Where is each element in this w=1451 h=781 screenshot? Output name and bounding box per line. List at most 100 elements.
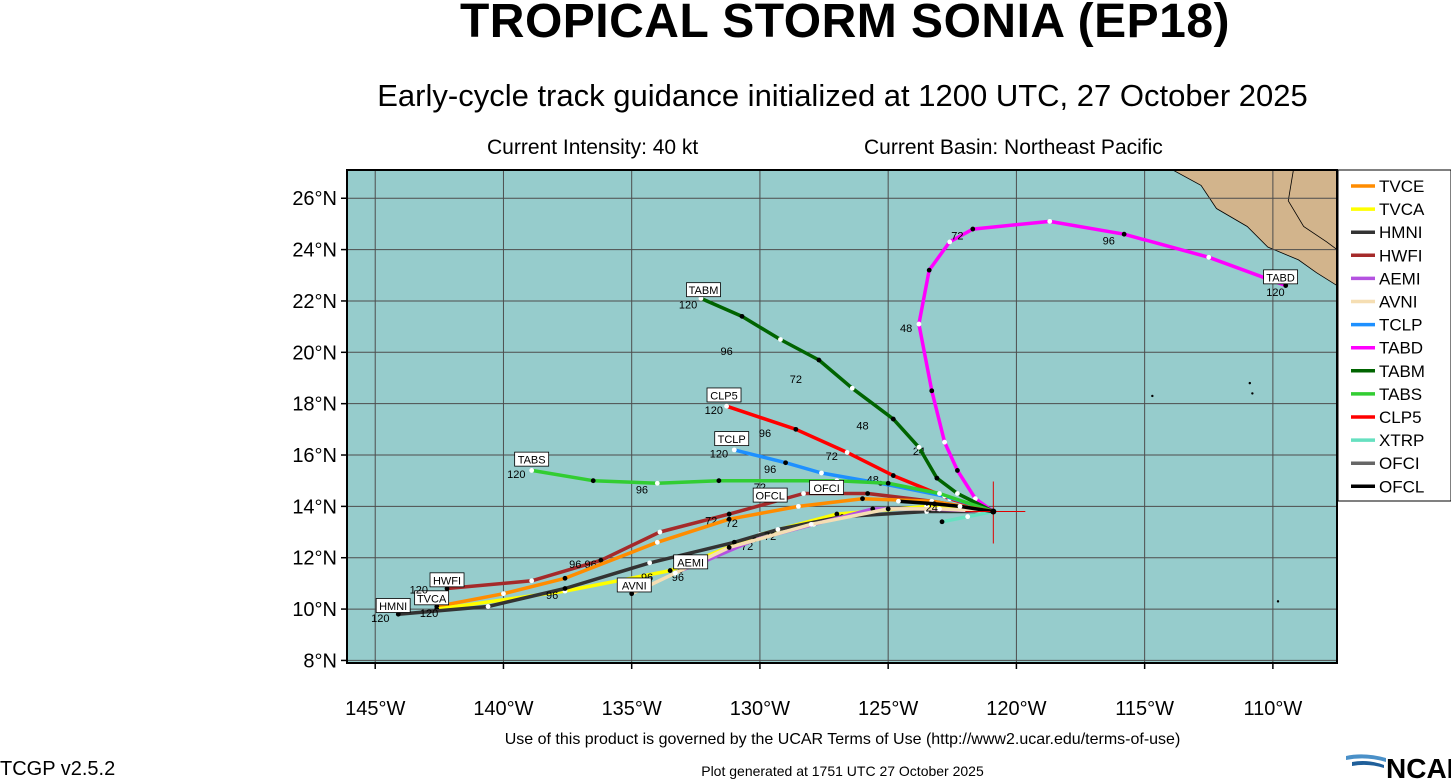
guidance-subtitle: Early-cycle track guidance initialized a…	[377, 78, 1308, 113]
longitude-label: 135°W	[602, 698, 662, 720]
track-point-tvca	[834, 511, 840, 517]
track-point-clp5	[890, 473, 896, 478]
track-point-tvca	[667, 568, 673, 573]
track-point-tabs	[885, 480, 891, 486]
track-point-hwfi	[657, 529, 663, 535]
end-hour-label: 120	[410, 585, 428, 597]
track-point-tabs	[529, 468, 535, 473]
storm-title: TROPICAL STORM SONIA (EP18)	[459, 0, 1231, 48]
legend-label-tvce: TVCE	[1379, 177, 1424, 196]
track-point-hmni	[647, 560, 653, 566]
track-point-avni	[672, 570, 678, 576]
end-hour-label: 120	[1266, 287, 1284, 299]
model-name-label: TABM	[689, 285, 719, 297]
ncar-swoosh-icon-2	[1352, 761, 1384, 768]
model-name-label: TABS	[518, 455, 546, 467]
track-point-tvce	[654, 539, 660, 545]
latitude-label: 18°N	[292, 394, 337, 416]
legend-label-tabs: TABS	[1379, 385, 1422, 404]
legend-label-ofci: OFCI	[1379, 454, 1420, 473]
track-point-avni	[726, 545, 732, 550]
model-name-box	[752, 487, 788, 503]
track-point-clp5	[844, 450, 850, 455]
track-point-hwfi	[726, 511, 732, 517]
ncar-logo: NCAR	[1346, 753, 1451, 780]
longitude-label: 140°W	[473, 698, 533, 720]
model-name-box	[429, 572, 465, 588]
track-point-tvce	[795, 503, 801, 509]
end-hour-label: 120	[371, 613, 389, 625]
longitude-label: 130°W	[730, 698, 790, 720]
current-basin: Current Basin: Northeast Pacific	[864, 136, 1163, 159]
track-point-tclp	[783, 460, 788, 466]
track-point-tabm	[739, 313, 745, 319]
track-point-ofcl	[957, 503, 963, 509]
track-point-avni	[629, 591, 635, 597]
track-point-ofcl	[896, 498, 901, 504]
legend-label-tvca: TVCA	[1379, 200, 1425, 219]
track-point-tvce	[562, 575, 568, 581]
model-name-box	[414, 590, 450, 606]
ncar-swoosh-icon	[1346, 754, 1386, 762]
legend-label-clp5: CLP5	[1379, 408, 1422, 427]
island-1	[1251, 392, 1254, 395]
forecast-hour-label: 48	[856, 420, 868, 432]
track-point-tabd	[916, 321, 922, 327]
model-name-box	[673, 554, 709, 570]
version-label: TCGP v2.5.2	[0, 758, 116, 780]
latitude-label: 26°N	[292, 188, 337, 210]
forecast-hour-label: 96	[569, 559, 581, 571]
track-point-clp5	[793, 426, 799, 432]
track-point-xtrp	[939, 519, 945, 525]
track-point-tabd	[926, 267, 932, 273]
model-name-label: AVNI	[622, 580, 647, 592]
forecast-hour-label: 72	[726, 518, 738, 530]
legend-label-tabd: TABD	[1379, 339, 1423, 358]
current-intensity: Current Intensity: 40 kt	[487, 136, 699, 159]
model-name-box	[714, 431, 750, 447]
track-point-hmni	[485, 604, 491, 609]
track-point-avni	[808, 521, 814, 527]
model-name-box	[514, 451, 550, 467]
track-point-tabd	[1121, 231, 1127, 237]
ocean-area	[347, 170, 1337, 663]
longitude-label: 120°W	[986, 698, 1046, 720]
model-name-box	[706, 387, 742, 403]
island-0	[1248, 381, 1251, 385]
legend-label-tabm: TABM	[1379, 362, 1425, 381]
model-name-label: OFCI	[813, 483, 839, 495]
track-point-hmni	[775, 527, 781, 532]
legend-label-ofcl: OFCL	[1379, 477, 1424, 496]
track-point-tabd	[972, 496, 978, 502]
track-point-tvce	[726, 516, 732, 522]
track-point-tclp	[731, 447, 737, 453]
end-hour-label: 120	[420, 608, 438, 620]
track-ofcl	[896, 499, 996, 514]
model-name-label: TCLP	[718, 434, 746, 446]
model-name-box	[809, 479, 845, 495]
track-point-tabs	[590, 478, 596, 484]
track-point-tabm	[698, 295, 704, 301]
track-point-tabd	[1283, 283, 1289, 288]
track-point-hwfi	[865, 491, 871, 496]
island-3	[1276, 600, 1280, 603]
track-point-tabm	[890, 416, 896, 422]
track-point-avni	[937, 506, 942, 512]
plot-frame	[346, 169, 1338, 664]
forecast-hour-label: 96	[759, 428, 771, 440]
latitude-label: 10°N	[292, 599, 337, 621]
forecast-hour-label: 72	[826, 451, 838, 463]
track-point-tvce	[501, 591, 506, 597]
latitude-label: 20°N	[292, 342, 337, 364]
end-hour-label: 120	[507, 469, 525, 481]
track-point-hwfi	[801, 491, 806, 496]
track-tabm	[699, 296, 996, 514]
latitude-label: 24°N	[292, 240, 337, 262]
track-point-hwfi	[444, 586, 450, 591]
terms-of-use: Use of this product is governed by the U…	[504, 731, 1181, 748]
track-point-tabm	[778, 337, 783, 342]
model-name-label: OFCL	[756, 491, 785, 503]
track-point-avni	[885, 506, 891, 512]
forecast-hour-label: 72	[790, 374, 802, 386]
